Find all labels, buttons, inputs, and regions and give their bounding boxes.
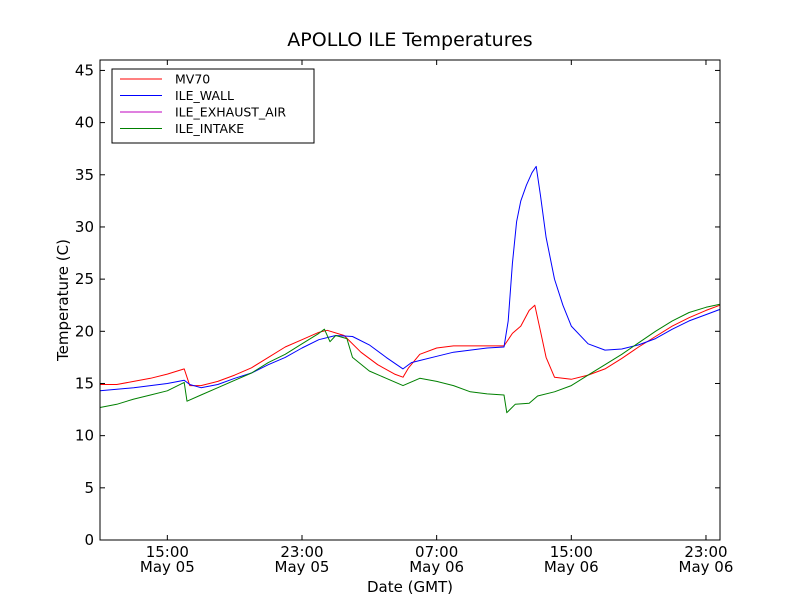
y-tick-label: 0 [84,531,94,549]
y-axis: 0 5 10 15 20 25 30 35 40 45 [75,61,720,549]
legend-label: ILE_INTAKE [175,121,244,136]
y-tick-label: 5 [84,479,94,497]
x-tick-time-label: 23:00 [684,543,727,561]
x-tick-date-label: May 05 [275,558,330,576]
y-tick-label: 40 [75,114,94,132]
x-tick-time-label: 15:00 [146,543,189,561]
chart-title: APOLLO ILE Temperatures [287,29,532,51]
plot-frame [99,59,721,541]
series-line-ile-intake [99,303,721,414]
y-tick-label: 10 [75,427,94,445]
legend-label: ILE_EXHAUST_AIR [175,105,286,120]
series-line-ile-wall [99,165,721,392]
y-tick-label: 15 [75,374,94,392]
y-tick-label: 30 [75,218,94,236]
series-line-mv70 [100,304,721,387]
legend-label: MV70 [175,72,210,87]
y-tick-label: 25 [75,270,94,288]
x-axis-label: Date (GMT) [367,578,453,596]
x-tick-date-label: May 06 [409,558,464,576]
y-tick-label: 35 [75,166,94,184]
y-tick-label: 45 [75,61,94,79]
x-tick-time-label: 23:00 [280,543,323,561]
x-tick-time-label: 15:00 [550,543,593,561]
x-tick-date-label: May 06 [679,558,734,576]
y-tick-label: 20 [75,322,94,340]
y-axis-label: Temperature (C) [54,239,72,362]
legend-box [111,68,315,144]
x-tick-time-label: 07:00 [415,543,458,561]
legend-label: ILE_WALL [175,88,234,103]
plot-lines [99,165,721,414]
x-tick-date-label: May 06 [544,558,599,576]
x-tick-date-label: May 05 [140,558,195,576]
